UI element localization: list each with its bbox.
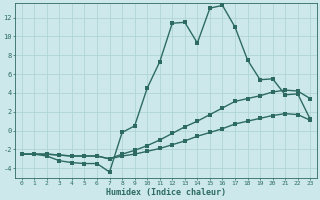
X-axis label: Humidex (Indice chaleur): Humidex (Indice chaleur) xyxy=(106,188,226,197)
